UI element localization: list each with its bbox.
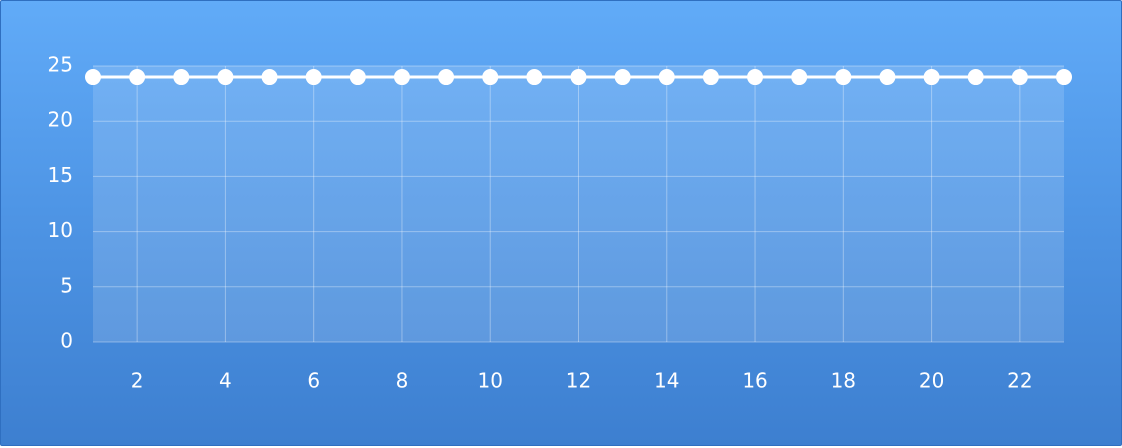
grid [93,65,1064,343]
y-tick-label: 25 [48,53,73,77]
data-point[interactable] [305,69,322,86]
y-tick-label: 20 [48,108,73,132]
series [85,69,1072,86]
data-point[interactable] [482,69,499,86]
x-tick-label: 18 [831,369,856,393]
data-point[interactable] [1011,69,1028,86]
data-point[interactable] [526,69,543,86]
data-point[interactable] [129,69,146,86]
y-tick-label: 10 [48,218,73,242]
data-point[interactable] [570,69,587,86]
data-point[interactable] [1056,69,1072,86]
axis-tick-labels: 2 4 6 8 10 12 14 16 18 20 22 0 5 10 15 20 25 [48,53,1033,393]
y-tick-label: 5 [60,273,73,297]
data-point[interactable] [438,69,455,86]
data-point[interactable] [923,69,940,86]
data-point[interactable] [835,69,852,86]
data-point[interactable] [702,69,719,86]
y-tick-label: 0 [60,329,73,353]
data-point[interactable] [747,69,764,86]
data-point[interactable] [658,69,675,86]
data-point[interactable] [85,69,101,86]
x-tick-label: 14 [654,369,679,393]
x-tick-label: 12 [566,369,591,393]
x-tick-label: 2 [131,369,144,393]
data-point[interactable] [791,69,808,86]
plot-area [93,66,1064,342]
data-point[interactable] [349,69,366,86]
x-tick-label: 6 [307,369,320,393]
data-point[interactable] [967,69,984,86]
x-tick-label: 10 [478,369,503,393]
x-tick-label: 16 [742,369,767,393]
x-tick-label: 8 [396,369,409,393]
data-point[interactable] [217,69,234,86]
x-tick-label: 20 [919,369,944,393]
x-tick-label: 22 [1007,369,1032,393]
data-point[interactable] [261,69,278,86]
data-point[interactable] [393,69,410,86]
y-tick-label: 15 [48,163,73,187]
data-point[interactable] [614,69,631,86]
x-tick-label: 4 [219,369,232,393]
data-point[interactable] [173,69,190,86]
data-point[interactable] [879,69,896,86]
